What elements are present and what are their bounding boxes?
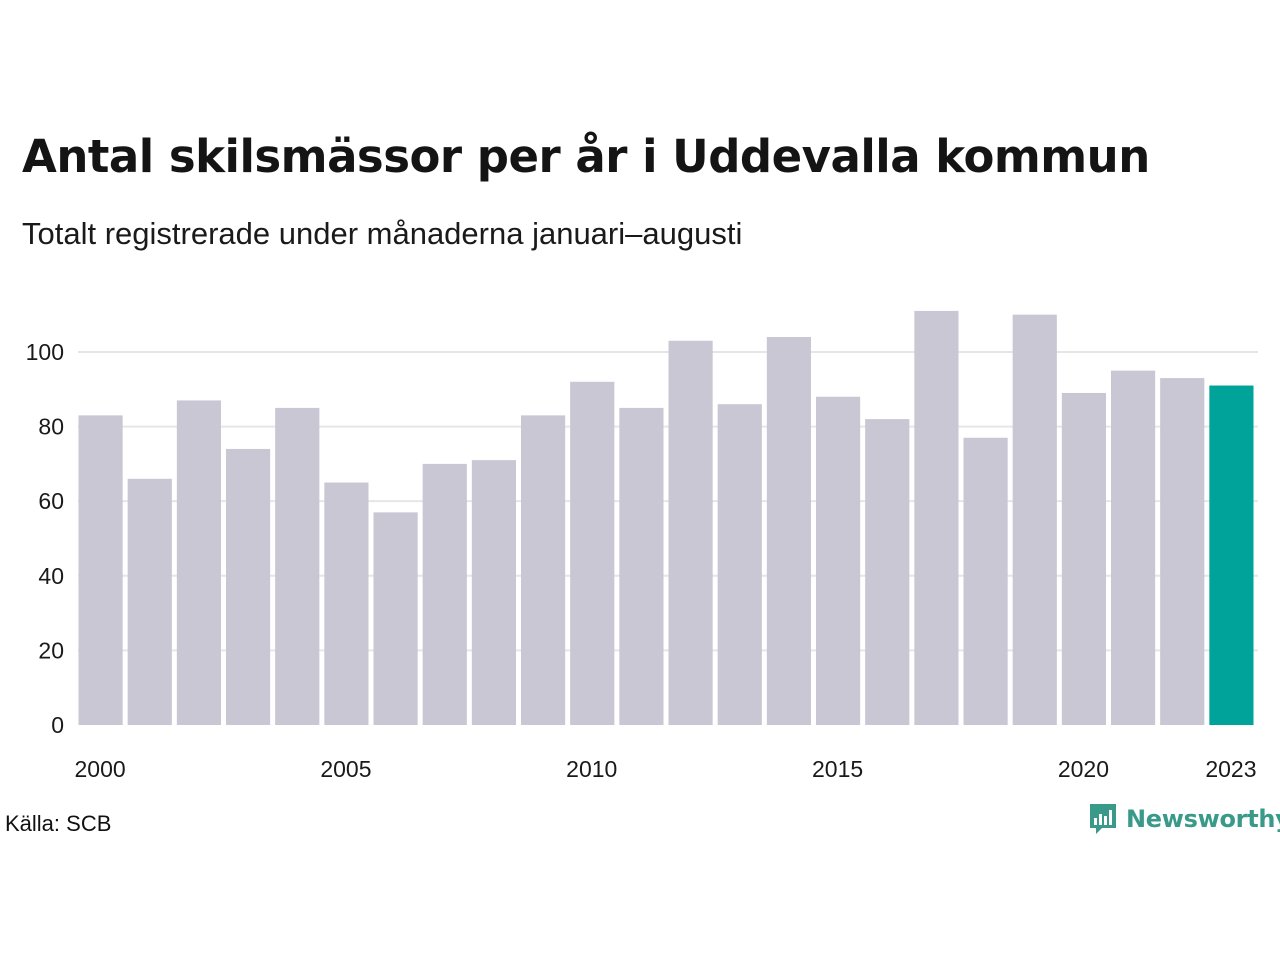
bar-2003 [226, 448, 271, 725]
bar-2007 [422, 463, 467, 725]
grid-lines [78, 350, 1258, 652]
bar-2019 [1012, 314, 1057, 725]
newsworthy-logo: Newsworthy [1088, 802, 1280, 836]
newsworthy-logo-text: Newsworthy [1126, 805, 1280, 833]
chart-subtitle: Totalt registrerade under månaderna janu… [22, 216, 743, 251]
newsworthy-logo-icon [1090, 804, 1116, 834]
x-tick-label: 2023 [1205, 756, 1256, 782]
bar-2008 [471, 460, 516, 725]
bar-2014 [766, 337, 811, 725]
y-tick-label: 60 [38, 488, 64, 514]
y-tick-label: 100 [26, 339, 64, 365]
y-tick-label: 0 [51, 712, 64, 738]
x-tick-label: 2015 [812, 756, 863, 782]
y-tick-label: 40 [38, 563, 64, 589]
bar-2002 [176, 400, 221, 725]
bar-2011 [619, 407, 664, 725]
bar-2009 [521, 415, 566, 725]
x-tick-label: 2005 [320, 756, 371, 782]
bar-2012 [668, 340, 713, 725]
bar-2021 [1111, 370, 1156, 725]
chart-title: Antal skilsmässor per år i Uddevalla kom… [22, 130, 1150, 183]
bar-2015 [816, 396, 861, 725]
bar-2022 [1160, 378, 1205, 725]
bar-2020 [1061, 392, 1106, 725]
y-axis-ticks: 0 20 40 60 80 100 [26, 339, 64, 738]
bar-2018 [963, 437, 1008, 725]
source-note: Källa: SCB [5, 811, 112, 836]
bar-2016 [865, 419, 910, 725]
bar-2010 [570, 381, 615, 725]
y-tick-label: 80 [38, 414, 64, 440]
x-tick-label: 2010 [566, 756, 617, 782]
bar-2023 [1209, 385, 1254, 725]
bar-2006 [373, 512, 418, 725]
bar-2001 [127, 478, 172, 725]
x-axis-ticks: 2000 2005 2010 2015 2020 2023 [74, 756, 1256, 782]
bar-2017 [914, 310, 959, 725]
bar-2005 [324, 482, 369, 725]
x-tick-label: 2020 [1058, 756, 1109, 782]
bars [78, 310, 1254, 725]
bar-2013 [717, 404, 762, 725]
x-tick-label: 2000 [74, 756, 125, 782]
y-tick-label: 20 [38, 637, 64, 663]
bar-2004 [275, 407, 320, 725]
bar-2000 [78, 415, 123, 725]
